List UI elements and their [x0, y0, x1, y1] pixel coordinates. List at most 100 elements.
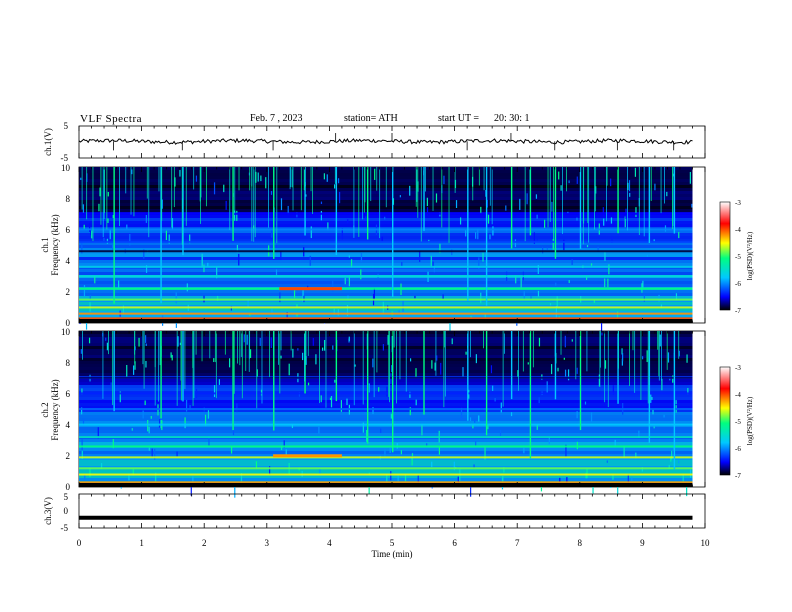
spec-speckle	[520, 277, 522, 289]
spec-speckle	[431, 461, 433, 467]
spec-spheric-faint	[435, 331, 437, 376]
spec-spheric-faint	[276, 167, 278, 244]
spec-row	[79, 263, 693, 266]
spec-speckle	[171, 218, 174, 230]
ch3-waveform-panel: 5 0 -5 ch.3(V)	[43, 492, 706, 533]
spec-speckle	[621, 353, 624, 362]
spec-speckle	[390, 413, 392, 419]
spec-speckle	[603, 218, 605, 226]
spec-spheric-faint	[201, 331, 203, 362]
spec-speckle	[477, 228, 479, 240]
spec-speckle	[225, 200, 227, 210]
spec-speckle	[434, 362, 436, 371]
spec-speckle	[184, 417, 186, 429]
spec-speckle	[538, 337, 541, 347]
spec-speckle	[538, 397, 540, 404]
spec-speckle	[280, 355, 282, 359]
spec-speckle	[686, 354, 688, 363]
spec-speckle	[400, 450, 403, 455]
spec-spheric-faint	[133, 167, 135, 217]
spec-spheric-faint	[553, 167, 554, 241]
spec-row	[79, 167, 693, 170]
spec-speckle	[372, 358, 374, 368]
spec-row	[79, 433, 693, 436]
spec-row	[79, 361, 693, 364]
spec-speckle	[333, 308, 335, 315]
spec-band	[79, 317, 693, 320]
spec-spheric-faint	[229, 167, 231, 231]
spec-band	[79, 228, 693, 231]
spec-speckle	[415, 399, 417, 406]
spec-speckle	[99, 187, 101, 197]
spec-speckle	[672, 375, 674, 383]
spec-spheric-faint	[161, 167, 163, 221]
ch1-ytick-top: 5	[64, 121, 69, 131]
ch1-cb-tick-m3: -3	[735, 199, 741, 207]
spec-row	[79, 221, 693, 224]
spec-speckle	[334, 379, 336, 383]
spec-speckle	[216, 266, 218, 279]
spec-spheric-faint	[587, 167, 589, 224]
spec-spheric-faint	[184, 331, 186, 390]
spec-speckle	[320, 201, 323, 205]
spec-spheric-faint	[666, 331, 668, 370]
spec-speckle	[118, 280, 120, 289]
spec-speckle	[91, 230, 93, 239]
spec-speckle	[492, 226, 494, 236]
spec-speckle	[103, 237, 105, 241]
spec-speckle	[132, 365, 135, 375]
spec-speckle	[260, 175, 262, 182]
spec-spheric-faint	[448, 167, 450, 243]
spec-speckle	[409, 407, 411, 416]
spec-speckle	[280, 445, 283, 451]
spec-speckle	[544, 219, 546, 228]
spec-speckle	[165, 230, 168, 241]
spec-speckle	[320, 210, 322, 221]
spec-speckle	[323, 173, 325, 180]
time-axis-labels: 0 1 2 3 4 5 6 7 8 9 10	[77, 538, 710, 548]
spec-row	[79, 463, 693, 466]
spec-speckle	[360, 269, 362, 280]
spec-spheric-faint	[290, 331, 292, 351]
spec-spheric-faint	[192, 331, 194, 406]
ch1-cb-tick-m7: -7	[735, 307, 741, 315]
spec-speckle	[302, 290, 304, 302]
spec-spheric	[617, 331, 619, 404]
spec-speckle	[616, 311, 619, 318]
spec-speckle	[571, 339, 573, 342]
spec-row	[79, 251, 693, 254]
spec-speckle	[148, 426, 150, 434]
spec-row	[79, 236, 693, 239]
spec-speckle	[671, 450, 673, 460]
ch1-ytick-0: 0	[66, 318, 71, 328]
spec-speckle	[678, 350, 680, 357]
spec-speckle	[398, 309, 400, 313]
spec-speckle	[691, 203, 693, 208]
spec-speckle	[307, 382, 310, 386]
spec-spheric-faint	[658, 331, 660, 381]
spec-speckle	[610, 217, 613, 224]
spec-spheric-faint	[606, 167, 608, 186]
spec-spheric-faint	[173, 167, 175, 208]
spec-spheric-faint	[86, 167, 88, 220]
spec-speckle	[460, 407, 463, 419]
spec-speckle	[296, 304, 298, 308]
spec-spheric-faint	[657, 331, 659, 350]
spec-speckle	[83, 284, 86, 297]
spec-row	[79, 185, 693, 188]
spec-speckle	[600, 320, 603, 332]
spec-row	[79, 260, 693, 263]
spec-row	[79, 478, 693, 481]
spec-speckle	[80, 177, 82, 180]
spec-speckle	[179, 169, 181, 177]
spec-speckle	[475, 232, 477, 239]
spec-speckle	[514, 239, 517, 248]
spec-speckle	[533, 232, 535, 244]
ch2-ytick-6: 6	[66, 389, 71, 399]
x-tick-label: 0	[77, 538, 82, 548]
spec-speckle	[155, 472, 157, 483]
spec-spheric-faint	[376, 167, 378, 191]
spec-band	[79, 408, 693, 410]
spec-spheric	[304, 167, 306, 236]
spec-speckle	[523, 445, 525, 454]
